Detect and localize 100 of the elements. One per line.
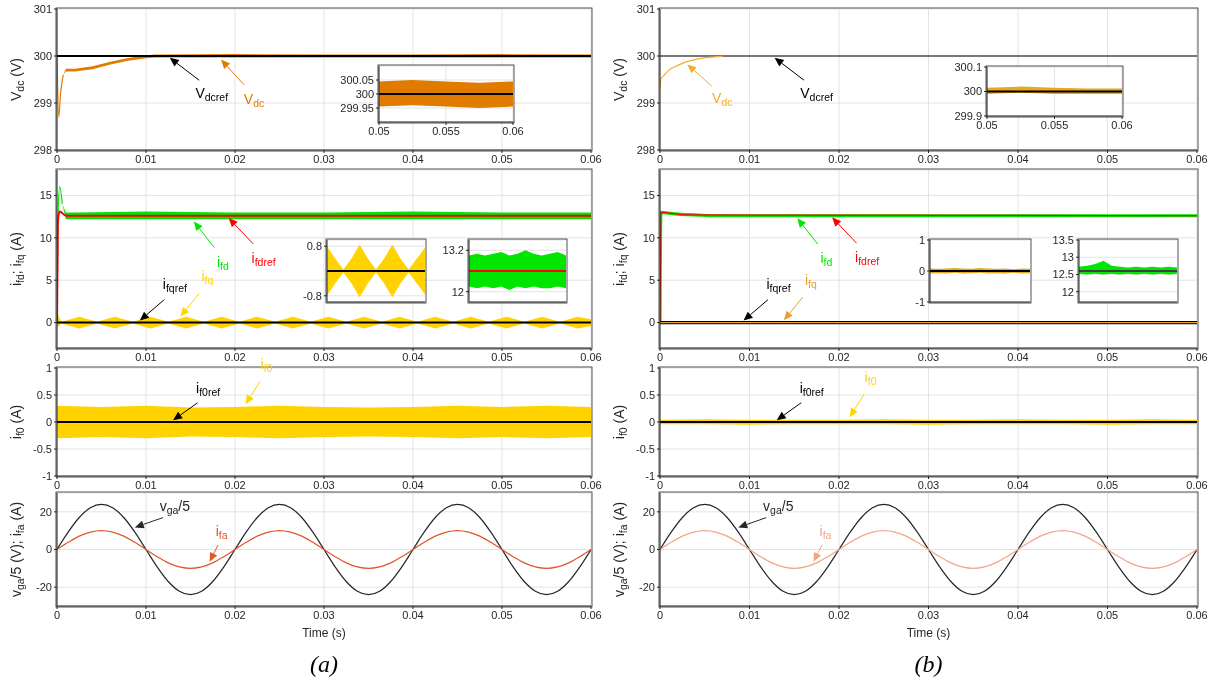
y-tick-label: 301 <box>33 2 52 15</box>
x-tick-label: 0 <box>656 350 664 363</box>
y-tick-label: 0 <box>648 415 655 428</box>
text: (b) <box>914 651 943 677</box>
text: v$_{ga}$/5 <box>763 498 794 517</box>
x-tick-label: 0.055 <box>1040 118 1069 131</box>
x-tick-label: 0.05 <box>491 478 513 491</box>
x-tick-label: 0.03 <box>313 478 335 491</box>
y-tick-label: 300.05 <box>340 73 374 86</box>
series-label: i$_{fa}$ <box>215 522 228 541</box>
y-tick-label: 1 <box>648 361 655 374</box>
y-tick-label: -20 <box>36 581 52 594</box>
x-tick-label: 0.01 <box>738 478 761 491</box>
x-tick-label: 0.02 <box>828 152 850 165</box>
y-tick-label: 0.8 <box>306 240 322 253</box>
x-tick-label: 0.04 <box>1007 350 1029 363</box>
x-tick-label: 0.02 <box>224 152 246 165</box>
y-tick-label: 10 <box>39 231 52 244</box>
x-tick-label: 0 <box>656 152 664 165</box>
x-tick-label: 0.04 <box>402 350 424 363</box>
x-tick-label: 0.02 <box>224 350 246 363</box>
y-tick-label: 299 <box>33 96 52 109</box>
y-tick-label: 300.1 <box>954 60 982 73</box>
legend-label: i$_{fdref}$ <box>251 249 276 268</box>
x-tick-label: 0.03 <box>313 152 335 165</box>
x-tick-label: 0.01 <box>135 350 157 363</box>
x-tick-label: 0 <box>656 608 664 621</box>
y-tick-label: 1 <box>45 361 52 374</box>
x-tick-label: 0.01 <box>738 152 761 165</box>
legend-label: i$_{f0}$ <box>260 356 273 374</box>
x-tick-label: 0.02 <box>828 608 850 621</box>
series-label: i$_{f0ref}$ <box>196 380 221 399</box>
legend-label: V$_{dc}$ <box>712 90 733 109</box>
y-tick-label: 300 <box>33 49 52 62</box>
y-tick-label: 0 <box>45 415 52 428</box>
y-tick-label: 299.95 <box>340 101 374 114</box>
x-tick-label: 0.05 <box>491 152 513 165</box>
x-tick-label: 0.02 <box>224 608 246 621</box>
y-tick-label: -0.5 <box>636 442 655 455</box>
legend-label: i$_{fd}$ <box>820 250 833 268</box>
legend-label: i$_{fd}$ <box>216 253 229 272</box>
x-tick-label: 0.03 <box>313 608 335 621</box>
y-tick-label: 0.5 <box>639 388 655 401</box>
y-tick-label: 12 <box>1061 285 1074 298</box>
y-tick-label: 1 <box>918 233 925 246</box>
y-tick-label: 13.2 <box>442 244 464 257</box>
x-tick-label: 0.05 <box>491 608 513 621</box>
y-tick-label: 15 <box>39 189 52 202</box>
x-tick-label: 0.06 <box>1111 118 1133 131</box>
legend-label: i$_{f0}$ <box>864 369 877 387</box>
legend-label: V$_{dc}$ <box>243 90 265 109</box>
x-tick-label: 0.06 <box>1186 608 1208 621</box>
x-tick-label: 0 <box>53 350 61 363</box>
x-tick-label: 0 <box>53 608 61 621</box>
x-tick-label: 0.06 <box>1186 350 1208 363</box>
x-tick-label: 0.02 <box>828 350 850 363</box>
x-tick-label: 0.05 <box>1096 478 1119 491</box>
x-axis-title: Time (s) <box>302 626 346 640</box>
x-tick-label: 0.02 <box>828 478 850 491</box>
x-tick-label: 0.04 <box>1007 608 1029 621</box>
y-tick-label: 20 <box>642 505 655 518</box>
x-tick-label: 0.05 <box>1096 608 1119 621</box>
x-tick-label: 0.05 <box>368 124 390 137</box>
x-tick-label: 0.04 <box>1007 478 1029 491</box>
y-tick-label: -20 <box>639 581 655 594</box>
x-tick-label: 0.01 <box>135 478 157 491</box>
text: i$_{fqref}$ <box>162 275 187 294</box>
x-tick-label: 0.06 <box>580 478 602 491</box>
x-tick-label: 0.06 <box>580 350 602 363</box>
x-tick-label: 0.01 <box>135 608 157 621</box>
y-tick-label: 0.5 <box>36 388 52 401</box>
x-tick-label: 0.01 <box>738 350 761 363</box>
x-tick-label: 0.06 <box>1186 478 1208 491</box>
series-label: i$_{f0ref}$ <box>799 380 824 399</box>
x-tick-label: 0.03 <box>917 478 940 491</box>
x-tick-label: 0.04 <box>1007 152 1029 165</box>
y-tick-label: 0 <box>918 264 925 277</box>
y-tick-label: -1 <box>42 469 52 482</box>
y-tick-label: 300 <box>963 85 982 98</box>
legend-label: V$_{dcref}$ <box>195 84 229 103</box>
x-tick-label: 0.03 <box>917 608 940 621</box>
x-tick-label: 0.04 <box>402 608 424 621</box>
y-tick-label: 299.9 <box>954 109 982 122</box>
y-tick-label: 10 <box>642 231 655 244</box>
y-tick-label: -0.5 <box>33 442 52 455</box>
x-tick-label: 0 <box>53 478 61 491</box>
x-tick-label: 0.06 <box>502 124 524 137</box>
y-tick-label: 0 <box>648 316 655 329</box>
y-tick-label: 300 <box>355 87 374 100</box>
x-tick-label: 0.01 <box>738 608 761 621</box>
x-tick-label: 0.05 <box>1096 152 1119 165</box>
y-tick-label: 12.5 <box>1052 268 1074 281</box>
y-tick-label: 301 <box>636 2 655 15</box>
x-tick-label: 0.05 <box>491 350 513 363</box>
text: (a) <box>310 651 338 677</box>
x-tick-label: 0.01 <box>135 152 157 165</box>
legend-label: V$_{dcref}$ <box>800 84 834 103</box>
y-tick-label: 298 <box>636 143 655 156</box>
series-label: i$_{fa}$ <box>819 522 832 541</box>
x-tick-label: 0.06 <box>1186 152 1208 165</box>
